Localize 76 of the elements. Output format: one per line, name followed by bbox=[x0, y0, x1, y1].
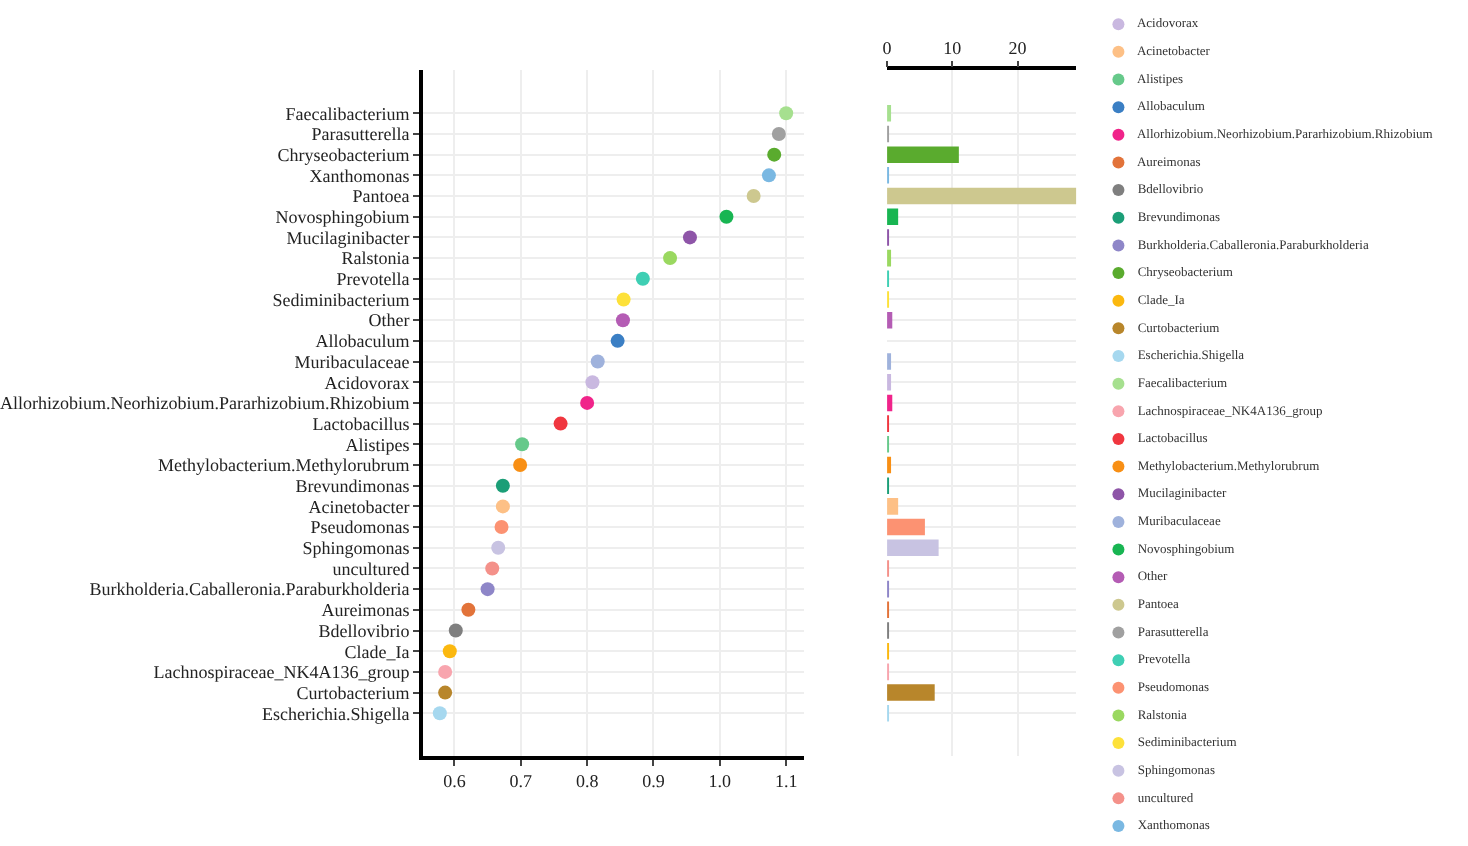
point bbox=[553, 416, 568, 431]
point bbox=[616, 292, 631, 307]
y-tick-label: uncultured bbox=[332, 558, 411, 579]
y-tick-label: Escherichia.Shigella bbox=[262, 703, 410, 724]
y-tick-label: Clade_Ia bbox=[344, 641, 410, 662]
x-tick-label: 20 bbox=[1008, 37, 1028, 58]
y-tick-label: Bdellovibrio bbox=[318, 620, 411, 641]
point bbox=[495, 499, 510, 514]
point bbox=[515, 437, 530, 452]
point bbox=[719, 209, 734, 224]
point bbox=[635, 271, 650, 286]
point bbox=[513, 458, 528, 472]
point bbox=[480, 582, 495, 597]
point bbox=[442, 644, 457, 659]
x-tick-label: 1.0 bbox=[708, 771, 733, 792]
bar bbox=[887, 498, 899, 515]
point bbox=[495, 478, 510, 493]
point bbox=[610, 333, 625, 348]
point bbox=[779, 106, 794, 121]
point bbox=[485, 561, 500, 576]
point bbox=[438, 664, 453, 679]
point bbox=[615, 313, 630, 328]
y-tick-label: Lactobacillus bbox=[312, 413, 411, 434]
x-tick-label: 0.9 bbox=[642, 771, 666, 792]
y-tick-label: Mucilaginibacter bbox=[286, 227, 410, 248]
y-tick-label: Sediminibacterium bbox=[272, 289, 410, 310]
y-tick-label: Parasutterella bbox=[311, 124, 410, 145]
y-tick-label: Allorhizobium.Neorhizobium.Pararhizobium.Rhizobium bbox=[0, 393, 410, 414]
y-tick-label: Xanthomonas bbox=[309, 165, 411, 186]
y-tick-label: Other bbox=[368, 310, 410, 331]
y-tick-label: Acidovorax bbox=[324, 372, 411, 393]
point bbox=[448, 623, 463, 638]
y-tick-label: Brevundimonas bbox=[295, 475, 411, 496]
point bbox=[432, 706, 447, 721]
point bbox=[491, 540, 506, 555]
y-tick-label: Ralstonia bbox=[341, 248, 410, 269]
point bbox=[580, 395, 595, 410]
x-tick-label: 0.6 bbox=[443, 771, 467, 792]
point bbox=[585, 375, 600, 390]
point bbox=[682, 230, 697, 245]
x-tick-label: 1.1 bbox=[774, 771, 798, 792]
x-tick-label: 0.7 bbox=[509, 771, 534, 792]
y-tick-label: Chryseobacterium bbox=[277, 144, 410, 165]
y-tick-label: Novosphingobium bbox=[275, 207, 410, 228]
bar bbox=[887, 518, 925, 536]
point bbox=[461, 602, 476, 617]
y-tick-label: Allobaculum bbox=[315, 331, 410, 352]
y-tick-label: Aureimonas bbox=[321, 600, 411, 621]
y-tick-label: Faecalibacterium bbox=[285, 103, 410, 124]
y-tick-label: Sphingomonas bbox=[302, 538, 411, 559]
point bbox=[590, 354, 605, 369]
point bbox=[494, 520, 509, 535]
bar bbox=[887, 187, 1077, 205]
y-tick-label: Curtobacterium bbox=[296, 682, 410, 703]
bar bbox=[887, 146, 959, 163]
x-tick-label: 10 bbox=[943, 37, 963, 58]
point bbox=[767, 147, 782, 162]
point bbox=[438, 685, 453, 700]
y-tick-label: Pseudomonas bbox=[310, 517, 411, 538]
bar bbox=[887, 539, 939, 557]
x-tick-label: 0 bbox=[882, 37, 893, 58]
y-tick-label: Prevotella bbox=[336, 269, 410, 290]
bar bbox=[887, 208, 899, 225]
x-tick-label: 0.8 bbox=[575, 771, 600, 792]
point bbox=[746, 189, 761, 204]
point bbox=[771, 126, 786, 141]
y-tick-label: Lachnospiraceae_NK4A136_group bbox=[153, 662, 411, 683]
y-tick-label: Pantoea bbox=[352, 186, 410, 207]
y-tick-label: Acinetobacter bbox=[308, 496, 410, 517]
y-tick-label: Burkholderia.Caballeronia.Paraburkholderia bbox=[89, 579, 410, 600]
y-tick-label: Alistipes bbox=[345, 434, 411, 455]
bar bbox=[887, 684, 935, 701]
point bbox=[663, 251, 678, 266]
y-tick-label: Methylobacterium.Methylorubrum bbox=[158, 455, 410, 476]
point bbox=[761, 168, 776, 183]
y-tick-label: Muribaculaceae bbox=[294, 351, 410, 372]
